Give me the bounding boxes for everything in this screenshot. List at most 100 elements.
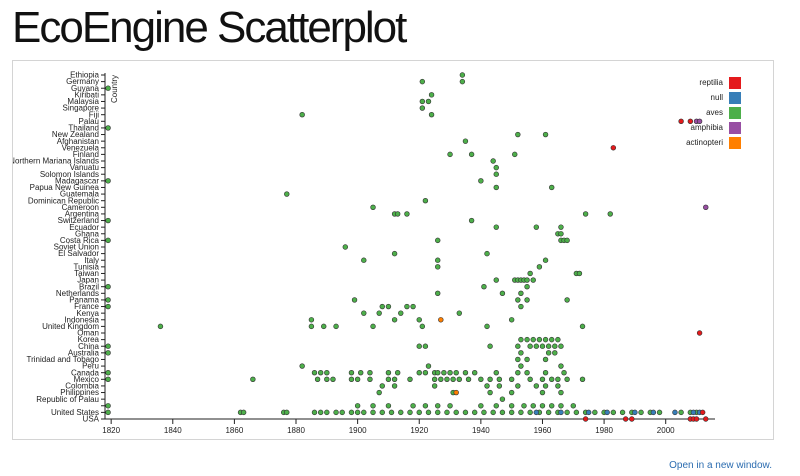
data-point-aves[interactable]	[370, 409, 376, 416]
data-point-null[interactable]	[650, 409, 657, 416]
data-point-aves[interactable]	[555, 336, 561, 343]
data-point-aves[interactable]	[370, 323, 376, 330]
data-point-aves[interactable]	[370, 204, 376, 211]
data-point-aves[interactable]	[348, 376, 355, 383]
data-point-aves[interactable]	[416, 343, 422, 349]
data-point-aves[interactable]	[619, 409, 626, 416]
data-point-aves[interactable]	[435, 409, 441, 416]
data-point-aves[interactable]	[607, 211, 613, 217]
data-point-aves[interactable]	[435, 237, 441, 244]
data-point-aves[interactable]	[552, 343, 558, 349]
data-point-aves[interactable]	[351, 297, 358, 303]
data-point-null[interactable]	[558, 409, 564, 416]
data-point-aves[interactable]	[610, 409, 617, 416]
data-point-aves[interactable]	[416, 369, 422, 376]
data-point-aves[interactable]	[324, 409, 330, 416]
data-point-aves[interactable]	[348, 409, 355, 416]
data-point-aves[interactable]	[545, 350, 552, 356]
data-point-aves[interactable]	[564, 409, 570, 416]
data-point-aves[interactable]	[678, 409, 684, 416]
data-point-aves[interactable]	[471, 369, 478, 376]
data-point-actinopteri[interactable]	[438, 317, 444, 323]
data-point-aves[interactable]	[333, 409, 339, 416]
data-point-null[interactable]	[533, 409, 540, 416]
data-point-aves[interactable]	[339, 409, 345, 416]
data-point-aves[interactable]	[425, 98, 432, 105]
data-point-aves[interactable]	[394, 369, 401, 376]
data-point-aves[interactable]	[299, 363, 305, 369]
data-point-aves[interactable]	[493, 369, 499, 376]
data-point-aves[interactable]	[394, 211, 401, 217]
data-point-aves[interactable]	[493, 403, 499, 409]
data-point-aves[interactable]	[419, 78, 426, 85]
data-point-aves[interactable]	[422, 403, 429, 409]
data-point-aves[interactable]	[499, 396, 506, 402]
data-point-aves[interactable]	[453, 369, 459, 376]
data-point-aves[interactable]	[456, 376, 462, 383]
data-point-aves[interactable]	[656, 409, 663, 416]
data-point-aves[interactable]	[533, 343, 540, 349]
data-point-aves[interactable]	[324, 369, 330, 376]
data-point-aves[interactable]	[447, 369, 453, 376]
data-point-aves[interactable]	[518, 409, 524, 416]
data-point-aves[interactable]	[564, 297, 570, 303]
data-point-aves[interactable]	[490, 158, 496, 164]
data-point-aves[interactable]	[542, 383, 549, 389]
data-point-aves[interactable]	[539, 403, 546, 409]
data-point-reptilia[interactable]	[610, 145, 617, 151]
data-point-aves[interactable]	[542, 336, 549, 343]
data-point-aves[interactable]	[105, 178, 111, 184]
data-point-aves[interactable]	[542, 131, 549, 138]
data-point-aves[interactable]	[518, 363, 524, 369]
data-point-aves[interactable]	[407, 376, 413, 383]
data-point-aves[interactable]	[385, 369, 392, 376]
data-point-aves[interactable]	[428, 92, 435, 98]
data-point-aves[interactable]	[508, 317, 515, 323]
data-point-null[interactable]	[604, 409, 610, 416]
data-point-aves[interactable]	[555, 376, 561, 383]
data-point-aves[interactable]	[499, 290, 506, 297]
data-point-aves[interactable]	[370, 403, 376, 409]
data-point-reptilia[interactable]	[703, 416, 709, 422]
data-point-aves[interactable]	[638, 409, 644, 416]
data-point-aves[interactable]	[555, 383, 561, 389]
data-point-aves[interactable]	[545, 409, 552, 416]
data-point-aves[interactable]	[444, 376, 450, 383]
data-point-aves[interactable]	[576, 270, 583, 277]
data-point-aves[interactable]	[564, 376, 570, 383]
data-point-aves[interactable]	[524, 283, 530, 290]
data-point-aves[interactable]	[558, 363, 564, 369]
data-point-aves[interactable]	[330, 376, 336, 383]
data-point-aves[interactable]	[462, 409, 469, 416]
data-point-aves[interactable]	[410, 303, 416, 310]
data-point-aves[interactable]	[425, 409, 432, 416]
data-point-null[interactable]	[632, 409, 638, 416]
data-point-aves[interactable]	[391, 317, 398, 323]
data-point-aves[interactable]	[493, 171, 499, 177]
data-point-aves[interactable]	[385, 303, 392, 310]
data-point-aves[interactable]	[284, 191, 290, 197]
data-point-aves[interactable]	[308, 323, 315, 330]
data-point-aves[interactable]	[484, 323, 490, 330]
data-point-aves[interactable]	[530, 403, 536, 409]
data-point-aves[interactable]	[361, 257, 367, 263]
data-point-aves[interactable]	[524, 356, 530, 363]
data-point-aves[interactable]	[478, 403, 484, 409]
data-point-aves[interactable]	[552, 350, 558, 356]
data-point-aves[interactable]	[549, 376, 555, 383]
data-point-aves[interactable]	[435, 257, 441, 263]
data-point-aves[interactable]	[348, 369, 355, 376]
data-point-aves[interactable]	[367, 369, 373, 376]
data-point-aves[interactable]	[435, 264, 441, 270]
data-point-aves[interactable]	[358, 369, 364, 376]
data-point-aves[interactable]	[311, 369, 318, 376]
data-point-aves[interactable]	[558, 231, 564, 237]
data-point-aves[interactable]	[518, 336, 524, 343]
data-point-aves[interactable]	[105, 297, 111, 303]
data-point-aves[interactable]	[484, 250, 490, 257]
data-point-aves[interactable]	[527, 270, 533, 277]
data-point-aves[interactable]	[515, 369, 521, 376]
data-point-reptilia[interactable]	[582, 416, 589, 422]
data-point-aves[interactable]	[314, 376, 321, 383]
data-point-aves[interactable]	[493, 277, 499, 283]
